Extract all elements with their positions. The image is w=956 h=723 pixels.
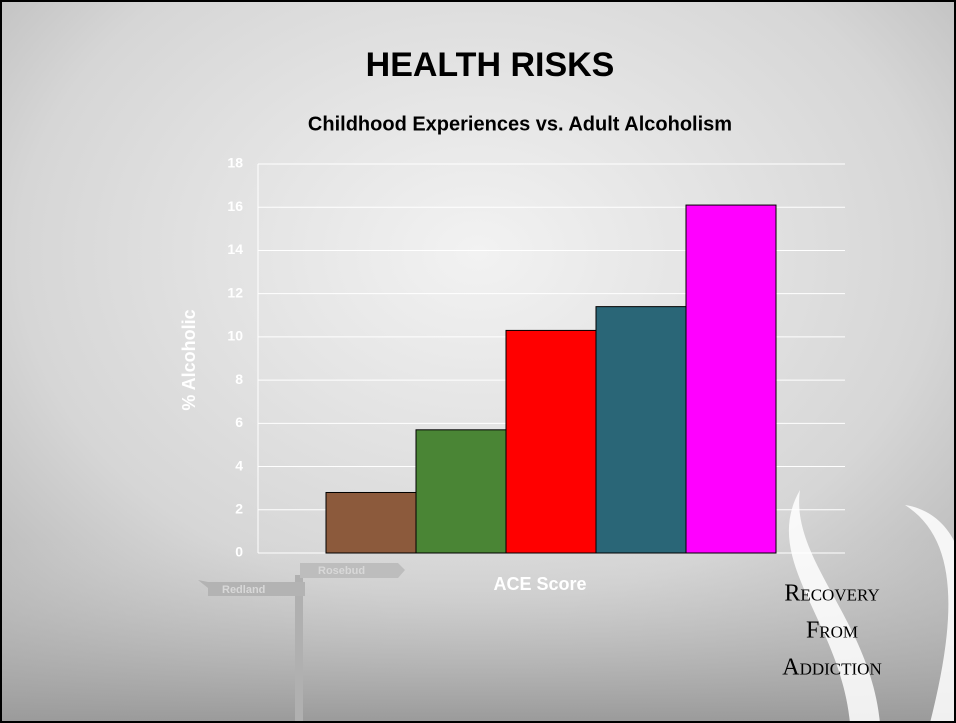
y-tick-label: 6 <box>235 414 243 430</box>
y-tick-label: 2 <box>235 500 243 516</box>
sign-post <box>295 575 303 723</box>
bar <box>415 429 507 554</box>
sign <box>300 563 405 578</box>
sign-text: Redland <box>222 584 265 596</box>
brand-line: From <box>806 618 858 644</box>
y-tick-label: 4 <box>235 457 243 473</box>
slide-title: HEALTH RISKS <box>366 46 615 84</box>
bar <box>325 491 417 554</box>
sign-text: Rosebud <box>318 565 365 577</box>
y-tick-label: 16 <box>227 198 243 214</box>
brand: Recovery From Addiction <box>782 581 882 681</box>
decor <box>905 505 956 723</box>
y-tick-label: 0 <box>235 544 243 560</box>
chart-subtitle: Childhood Experiences vs. Adult Alcoholi… <box>308 113 732 135</box>
x-axis-label: ACE Score <box>493 574 586 594</box>
decor <box>788 490 880 723</box>
y-tick-label: 10 <box>227 328 243 344</box>
brand-line: Addiction <box>782 655 882 681</box>
y-axis-label: % Alcoholic <box>179 309 199 410</box>
bar <box>595 306 687 554</box>
y-tick-label: 12 <box>227 284 243 300</box>
y-tick-label: 14 <box>227 241 243 257</box>
y-tick-label: 8 <box>235 371 243 387</box>
ground <box>0 540 956 723</box>
y-tick-label: 18 <box>227 155 243 171</box>
brand-line: Recovery <box>784 581 879 607</box>
bar <box>505 329 597 554</box>
bar <box>685 204 777 554</box>
sign <box>198 580 305 596</box>
